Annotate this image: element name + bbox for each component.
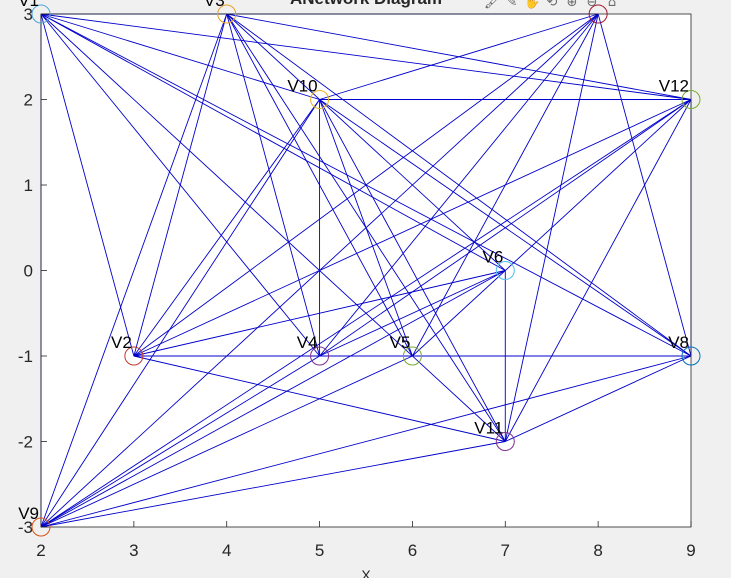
- node-label-v8: V8: [668, 333, 689, 352]
- y-tick-label: 3: [24, 5, 33, 24]
- edge-v6-v2: [133, 270, 506, 357]
- node-v6: [495, 261, 515, 280]
- edge-v6-v9: [40, 270, 506, 528]
- edge-v3-v9: [40, 13, 228, 528]
- node-v5: [402, 346, 422, 366]
- x-tick-label: 2: [36, 541, 45, 560]
- x-tick-label: 4: [222, 541, 231, 560]
- node-label-v10: V10: [287, 77, 317, 96]
- edge-v3-v2: [133, 13, 228, 357]
- node-v10: [310, 90, 330, 109]
- edge-v10-v11: [319, 99, 506, 442]
- node-v4: [310, 346, 330, 366]
- edge-v9-v5: [40, 355, 413, 528]
- node-label-v2: V2: [111, 333, 132, 352]
- pan-icon[interactable]: ✋: [524, 0, 541, 10]
- x-axis-label: X: [361, 567, 371, 578]
- node-v12: [681, 90, 701, 109]
- node-label-v11: V11: [474, 419, 503, 438]
- node-v8: [681, 346, 701, 366]
- y-tick-label: -3: [18, 518, 33, 537]
- node-v3: [217, 4, 237, 24]
- zoom-in-icon[interactable]: ⊕: [566, 0, 578, 10]
- x-tick-label: 7: [501, 541, 510, 560]
- x-tick-label: 6: [408, 541, 417, 560]
- edge-v9-v11: [40, 441, 506, 528]
- node-label-v6: V6: [482, 248, 503, 267]
- x-tick-label: 5: [315, 541, 324, 560]
- node-label-v4: V4: [297, 333, 318, 352]
- y-tick-label: 1: [24, 176, 33, 195]
- y-tick-label: -1: [18, 347, 33, 366]
- node-layer: V1 V2 V3 V4 V5 V6 V8 V9 V10 V11 V12: [18, 0, 701, 537]
- edge-v12-v9: [40, 99, 692, 528]
- y-tick-label: 0: [24, 262, 33, 281]
- edge-v6-v4: [319, 270, 506, 357]
- node-v11: [495, 432, 515, 451]
- node-label-v3: V3: [204, 0, 225, 10]
- x-tick-label: 9: [686, 541, 695, 560]
- edge-v9-v8: [40, 355, 692, 528]
- edge-layer: [40, 13, 692, 528]
- node-v7: [588, 4, 608, 24]
- edge-v10-v2: [133, 99, 320, 357]
- chart-title: ANetwork Diagram: [290, 0, 442, 8]
- datatip-icon[interactable]: ✎: [506, 0, 518, 10]
- node-label-v12: V12: [659, 77, 689, 96]
- edge-v3-v6: [226, 13, 506, 271]
- node-v9: [31, 517, 51, 537]
- edge-v7-v4: [319, 13, 599, 357]
- node-label-v1: V1: [18, 0, 39, 10]
- edge-v1-v6: [40, 13, 506, 271]
- x-tick-label: 3: [129, 541, 138, 560]
- axes-toolbar: 🖌 ✎ ✋ ⟲ ⊕ ⊖ ⌂: [484, 0, 620, 12]
- edge-v1-v2: [40, 13, 135, 357]
- edge-v1-v11: [40, 13, 506, 442]
- edge-v10-v5: [319, 99, 413, 357]
- y-tick-label: 2: [24, 91, 33, 110]
- node-label-v5: V5: [390, 333, 411, 352]
- brush-icon[interactable]: 🖌: [484, 0, 501, 10]
- y-axis-label: Y: [0, 271, 3, 281]
- edge-v12-v2: [133, 99, 692, 357]
- edge-v12-v11: [504, 99, 692, 442]
- axis-layer: 2 3 4 5 6 7 8 9 -3 -2 -1 0 1 2 3: [18, 5, 696, 560]
- home-icon[interactable]: ⌂: [607, 0, 617, 10]
- edge-v7-v10: [319, 13, 599, 100]
- node-v2: [124, 346, 144, 366]
- edge-v10-v9: [40, 99, 320, 528]
- edge-v8-v11: [505, 355, 692, 442]
- x-tick-label: 8: [593, 541, 602, 560]
- edge-v12-v4: [319, 99, 692, 357]
- y-tick-label: -2: [18, 433, 33, 452]
- edge-v12-v5: [412, 99, 692, 357]
- edge-v3-v4: [226, 13, 321, 357]
- edge-v9-v4: [40, 355, 320, 528]
- node-label-v9: V9: [18, 504, 39, 523]
- rotate-icon[interactable]: ⟲: [546, 0, 558, 10]
- zoom-out-icon[interactable]: ⊖: [586, 0, 598, 10]
- node-v1: [31, 4, 51, 24]
